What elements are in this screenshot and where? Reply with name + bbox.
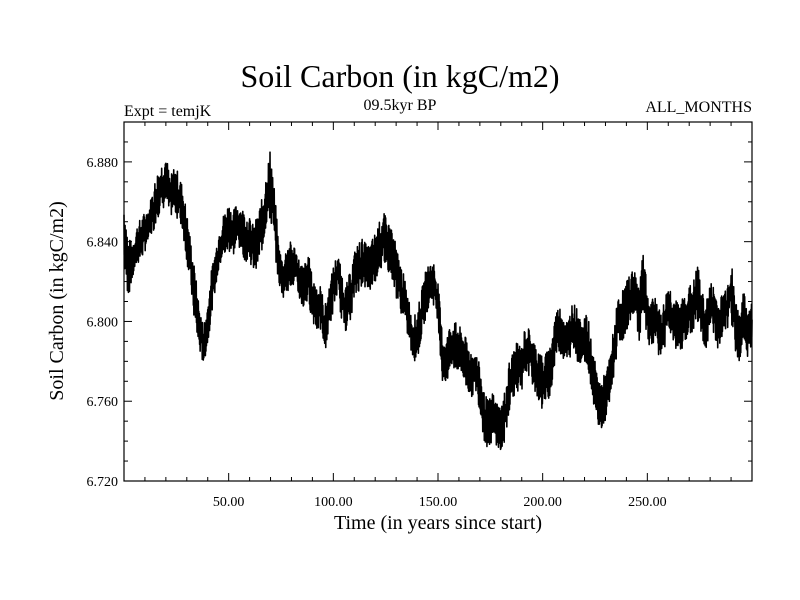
- series-line-soil-carbon: [123, 151, 753, 451]
- series-layer: [123, 151, 753, 451]
- experiment-label: Expt = temjK: [124, 103, 212, 120]
- y-tick-label: 6.800: [87, 315, 119, 330]
- y-tick-label: 6.760: [87, 395, 119, 410]
- y-axis-label: Soil Carbon (in kgC/m2): [46, 201, 68, 400]
- tick-layer: 50.00 100.00 150.00 200.00 250.00 6.720 6.760 6…: [87, 122, 752, 510]
- x-tick-label: 100.00: [314, 495, 353, 510]
- y-tick-label: 6.720: [87, 475, 119, 490]
- y-tick-label: 6.840: [87, 236, 119, 251]
- x-tick-label: 200.00: [523, 495, 562, 510]
- x-axis-label: Time (in years since start): [334, 512, 542, 534]
- x-tick-label: 150.00: [419, 495, 458, 510]
- y-tick-label: 6.880: [87, 156, 119, 171]
- chart-title: Soil Carbon (in kgC/m2): [240, 58, 560, 94]
- x-tick-label: 250.00: [628, 495, 667, 510]
- months-label: ALL_MONTHS: [645, 99, 752, 116]
- x-tick-label: 50.00: [213, 495, 245, 510]
- period-label: 09.5kyr BP: [363, 97, 437, 114]
